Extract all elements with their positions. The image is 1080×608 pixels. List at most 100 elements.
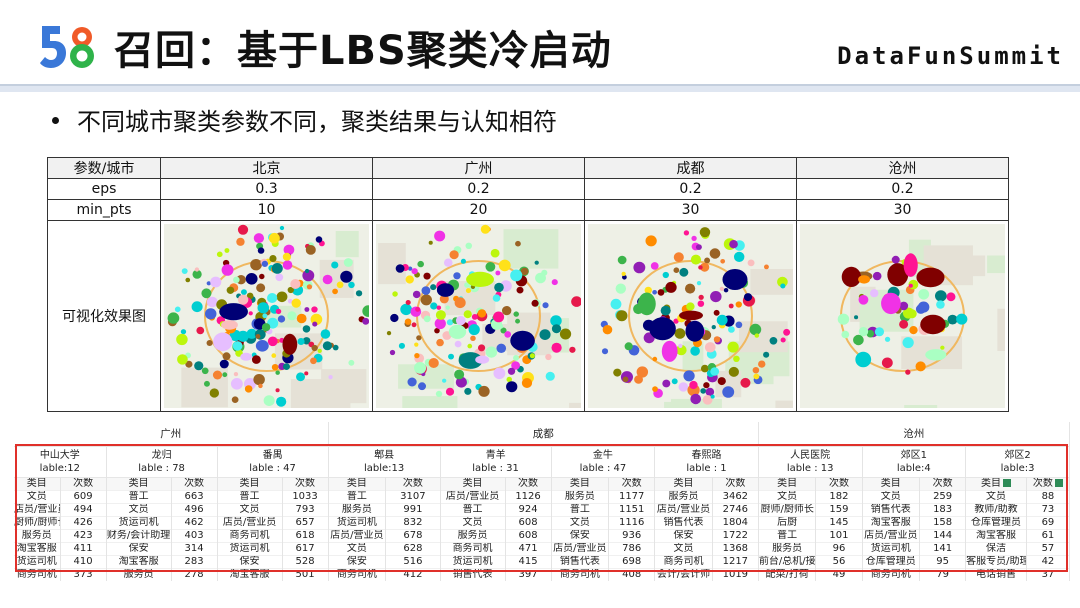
cluster-point — [411, 322, 417, 328]
cluster-point — [287, 311, 297, 321]
cluster-point — [418, 382, 427, 391]
cluster-point — [485, 262, 496, 272]
cluster-label: lable : 31 — [440, 462, 552, 477]
cluster-point — [690, 254, 702, 265]
count-cell: 936 — [608, 528, 656, 542]
col-header-category-text: 类目 — [346, 477, 367, 489]
category-cell: 店员/营业员 — [328, 528, 387, 542]
table-row: 店员/营业员494文员496文员793服务员991普工924普工1151店员/营… — [14, 502, 1070, 516]
cluster-point — [918, 289, 930, 300]
category-cell: 保安 — [551, 528, 610, 542]
cluster-point — [615, 283, 627, 294]
count-cell: 101 — [815, 528, 863, 542]
param-label: min_pts — [47, 199, 161, 221]
cluster-point — [470, 335, 476, 341]
cluster-point — [551, 342, 562, 353]
category-cell: 服务员 — [654, 489, 713, 503]
table-row: 服务员 423 财务/会计助理 403 商务司机 618 店员/营业员 678 服务员 608 保安… — [14, 528, 1070, 542]
table-row: 厨师/厨师长426货运司机462店员/营业员657货运司机832文员608文员1… — [14, 515, 1070, 529]
cluster-point — [729, 240, 738, 249]
filter-dropdown-icon[interactable] — [1054, 478, 1063, 487]
category-cell: 商务司机 — [217, 528, 283, 542]
cluster-point — [467, 343, 473, 349]
cluster-point — [343, 258, 353, 267]
cluster-point — [700, 388, 707, 394]
cluster-point — [753, 373, 760, 380]
cluster-point — [434, 328, 440, 334]
cluster-point — [407, 266, 413, 271]
cluster-point — [237, 294, 249, 305]
col-header-category-text: 类目 — [128, 477, 149, 489]
cluster-label: lable:12 — [14, 462, 107, 477]
cluster-point — [478, 385, 490, 397]
param-value: 20 — [372, 199, 585, 221]
category-cell: 淘宝客服 — [14, 541, 61, 555]
city-header: 成都 — [584, 157, 797, 179]
cluster-point — [465, 288, 472, 294]
cluster-point — [355, 290, 363, 297]
col-header-count-text: 次数 — [402, 477, 423, 489]
filter-dropdown-icon[interactable] — [1003, 478, 1011, 487]
cluster-point — [395, 264, 405, 273]
cluster-point — [271, 353, 277, 358]
cluster-point — [516, 286, 524, 294]
cluster-point — [622, 275, 627, 280]
category-cell: 普工 — [551, 502, 610, 516]
col-header-count: 次数 — [1026, 476, 1070, 490]
cluster-name: 郊区2 — [965, 446, 1070, 462]
count-cell: 182 — [815, 489, 863, 503]
cluster-point — [389, 349, 396, 356]
cluster-point — [283, 244, 295, 255]
cluster-point — [417, 260, 424, 268]
count-cell: 1217 — [712, 554, 759, 568]
count-cell: 1126 — [505, 489, 552, 503]
params-row-eps: eps 0.3 0.2 0.2 0.2 — [47, 178, 1009, 200]
count-cell: 403 — [171, 528, 218, 542]
cluster-point — [515, 318, 521, 324]
cluster-point — [236, 237, 245, 246]
category-cell: 商务司机 — [654, 554, 713, 568]
cluster-point — [436, 305, 442, 310]
cluster-point — [700, 262, 710, 272]
page-title: 召回：基于LBS聚类冷启动 — [114, 28, 612, 74]
cluster-point — [263, 395, 275, 406]
cluster-point — [302, 337, 311, 345]
cluster-label: lable : 78 — [106, 462, 218, 477]
col-header-count: 次数 — [171, 476, 218, 490]
map-area — [987, 255, 1005, 274]
count-cell: 496 — [171, 502, 218, 516]
logo-text: 58 — [69, 70, 71, 72]
cluster-point — [674, 328, 686, 339]
cluster-point — [665, 281, 677, 293]
cluster-point — [167, 312, 180, 324]
cluster-point — [872, 271, 882, 281]
cluster-point — [315, 236, 323, 243]
cluster-label: lable:3 — [965, 462, 1070, 477]
cluster-point — [763, 351, 770, 358]
cluster-point — [907, 309, 917, 319]
cluster-point — [769, 337, 778, 345]
cluster-point — [400, 303, 412, 316]
cluster-name: 龙归 — [106, 446, 218, 462]
cluster-point — [277, 315, 286, 323]
category-cell: 淘宝客服 — [106, 554, 172, 568]
cluster-name: 人民医院 — [758, 446, 863, 462]
cluster-point — [735, 301, 742, 308]
city-header: 广州 — [372, 157, 585, 179]
cluster-map-chengdu — [588, 224, 793, 408]
category-cell: 货运司机 — [14, 554, 61, 568]
param-value: 30 — [796, 199, 1009, 221]
cluster-point — [362, 317, 369, 325]
cluster-point — [616, 310, 628, 322]
cluster-blob — [722, 269, 748, 290]
cluster-point — [185, 360, 193, 368]
cluster-point — [206, 281, 211, 286]
cluster-blob — [679, 310, 704, 321]
cluster-point — [412, 290, 421, 299]
cluster-point — [513, 355, 519, 361]
cluster-point — [448, 353, 455, 360]
cluster-point — [728, 326, 735, 333]
cluster-point — [696, 281, 702, 286]
count-cell: 1019 — [712, 567, 759, 581]
category-cell: 服务员 — [551, 489, 610, 503]
